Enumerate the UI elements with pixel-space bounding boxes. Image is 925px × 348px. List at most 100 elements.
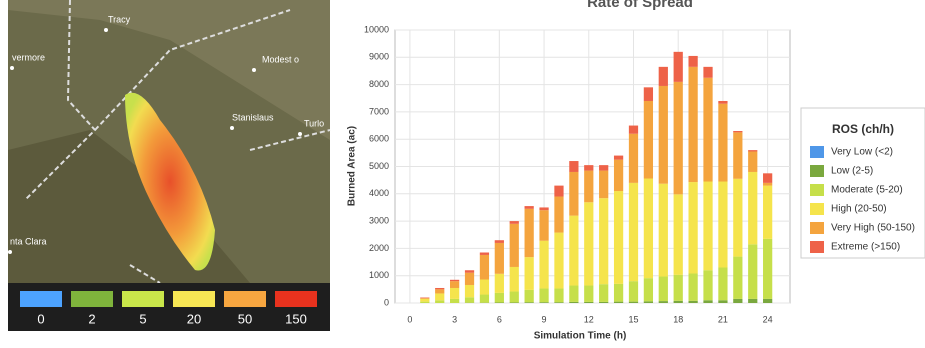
bar-segment: [510, 224, 519, 267]
bar-segment: [644, 101, 653, 179]
bar-segment: [554, 197, 563, 233]
legend-swatch: [810, 146, 824, 158]
bar-segment: [480, 295, 489, 303]
legend-swatch: [810, 241, 824, 253]
place-label: Turlo: [304, 118, 324, 128]
bar-segment: [554, 302, 563, 303]
bar-segment: [659, 301, 668, 303]
bar-segment: [614, 191, 623, 284]
bar-segment: [674, 275, 683, 301]
place-label: Modest o: [262, 54, 299, 64]
bar-segment: [763, 239, 772, 299]
bar-segment: [480, 252, 489, 254]
bar-segment: [748, 244, 757, 299]
bar-segment: [688, 301, 697, 303]
place-dot: [230, 126, 234, 130]
place-label: Stanislaus: [232, 112, 274, 122]
bar-segment: [599, 171, 608, 199]
bar-segment: [629, 126, 638, 134]
bar-segment: [659, 184, 668, 277]
bar-segment: [584, 286, 593, 302]
bar-segment: [420, 302, 429, 303]
legend-swatch: [810, 184, 824, 196]
bar-segment: [554, 289, 563, 303]
bar-segment: [554, 233, 563, 289]
legend-swatch: [810, 222, 824, 234]
bar-segment: [420, 298, 429, 299]
legend-swatch: [810, 165, 824, 177]
bar-segment: [599, 198, 608, 284]
bar-segment: [599, 302, 608, 303]
place-dot: [298, 132, 302, 136]
bar-segment: [674, 301, 683, 303]
bar-segment: [674, 82, 683, 194]
bar-segment: [718, 101, 727, 104]
bar-segment: [748, 151, 757, 171]
bar-segment: [554, 186, 563, 197]
y-tick-label: 3000: [369, 215, 389, 225]
y-tick-label: 5000: [369, 161, 389, 171]
bar-segment: [495, 293, 504, 303]
bar-segment: [688, 56, 697, 67]
legend-title: ROS (ch/h): [832, 122, 894, 136]
bar-segment: [614, 160, 623, 191]
bar-segment: [733, 131, 742, 132]
bar-segment: [763, 186, 772, 239]
bar-segment: [629, 134, 638, 183]
bar-segment: [629, 183, 638, 281]
bar-segment: [435, 289, 444, 293]
bar-segment: [569, 216, 578, 286]
bar-segment: [688, 182, 697, 273]
bar-segment: [644, 301, 653, 303]
legend-label: 150: [285, 311, 307, 326]
place-dot: [8, 250, 12, 254]
bar-segment: [644, 87, 653, 101]
bar-segment: [510, 221, 519, 224]
bar-segment: [674, 194, 683, 275]
legend-swatch: [224, 291, 266, 307]
y-tick-label: 1000: [369, 270, 389, 280]
bar-segment: [539, 302, 548, 303]
bar-segment: [733, 179, 742, 257]
y-tick-label: 6000: [369, 134, 389, 144]
x-tick-label: 6: [497, 314, 502, 324]
bar-segment: [703, 300, 712, 303]
legend-label: Moderate (5-20): [831, 185, 903, 196]
bar-segment: [733, 299, 742, 303]
legend-label: Extreme (>150): [831, 242, 900, 253]
bar-segment: [539, 241, 548, 289]
legend-label: 5: [139, 311, 146, 326]
place-label: Tracy: [108, 14, 131, 24]
bar-segment: [539, 207, 548, 210]
bar-segment: [495, 243, 504, 274]
bar-segment: [525, 290, 534, 302]
bar-segment: [718, 182, 727, 268]
bar-segment: [465, 297, 474, 302]
place-dot: [252, 68, 256, 72]
y-axis-label: Burned Area (ac): [347, 126, 358, 206]
legend-swatch: [810, 203, 824, 215]
y-tick-label: 4000: [369, 188, 389, 198]
bar-segment: [435, 288, 444, 289]
x-tick-label: 3: [452, 314, 457, 324]
bar-segment: [569, 161, 578, 172]
bar-segment: [435, 293, 444, 300]
place-label: nta Clara: [10, 236, 47, 246]
bar-segment: [703, 182, 712, 271]
page: TracyvermoreModest oStanislausTurlonta C…: [0, 0, 925, 343]
bar-segment: [510, 302, 519, 303]
bar-segment: [733, 257, 742, 299]
bar-segment: [733, 132, 742, 178]
bar-segment: [599, 165, 608, 170]
bar-segment: [703, 78, 712, 182]
x-tick-label: 15: [628, 314, 638, 324]
bar-segment: [748, 150, 757, 151]
place-dot: [10, 66, 14, 70]
x-tick-label: 21: [718, 314, 728, 324]
bar-segment: [703, 67, 712, 78]
x-tick-label: 0: [407, 314, 412, 324]
legend-label: High (20-50): [831, 204, 887, 215]
legend-swatch: [122, 291, 164, 307]
chart-title: Rate of Spread: [587, 0, 693, 11]
